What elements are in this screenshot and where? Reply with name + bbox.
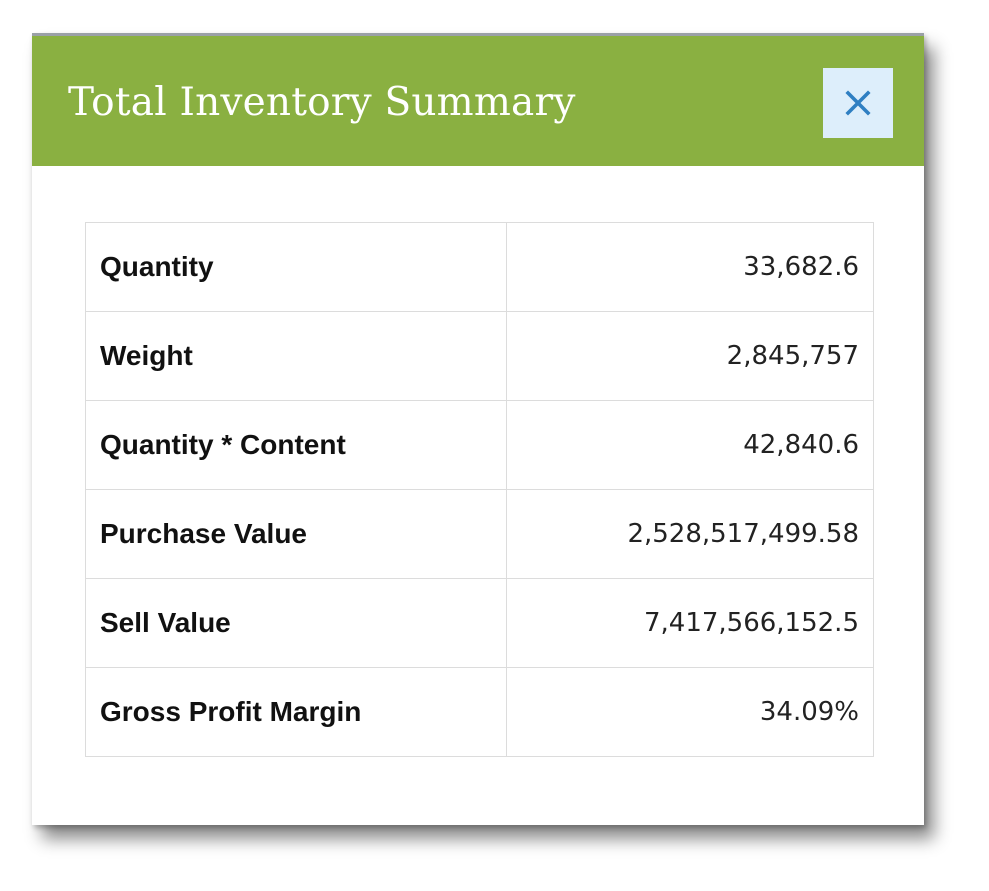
row-label: Quantity * Content bbox=[85, 400, 507, 490]
table-row: Quantity * Content 42,840.6 bbox=[85, 400, 874, 490]
row-value: 2,845,757 bbox=[506, 311, 874, 401]
row-label: Purchase Value bbox=[85, 489, 507, 579]
table-row: Weight 2,845,757 bbox=[85, 311, 874, 401]
dialog-header: Total Inventory Summary bbox=[32, 33, 924, 166]
close-icon bbox=[845, 90, 871, 116]
row-value: 33,682.6 bbox=[506, 222, 874, 312]
table-row: Sell Value 7,417,566,152.5 bbox=[85, 578, 874, 668]
row-value: 2,528,517,499.58 bbox=[506, 489, 874, 579]
table-row: Purchase Value 2,528,517,499.58 bbox=[85, 489, 874, 579]
row-value: 34.09% bbox=[506, 667, 874, 757]
inventory-summary-dialog: Total Inventory Summary Quantity 33,682.… bbox=[32, 33, 924, 825]
row-label: Gross Profit Margin bbox=[85, 667, 507, 757]
close-button[interactable] bbox=[823, 68, 893, 138]
summary-table: Quantity 33,682.6 Weight 2,845,757 Quant… bbox=[85, 222, 874, 757]
row-label: Quantity bbox=[85, 222, 507, 312]
row-label: Weight bbox=[85, 311, 507, 401]
table-row: Quantity 33,682.6 bbox=[85, 222, 874, 312]
table-row: Gross Profit Margin 34.09% bbox=[85, 667, 874, 757]
row-value: 42,840.6 bbox=[506, 400, 874, 490]
row-value: 7,417,566,152.5 bbox=[506, 578, 874, 668]
row-label: Sell Value bbox=[85, 578, 507, 668]
dialog-title: Total Inventory Summary bbox=[68, 80, 576, 125]
